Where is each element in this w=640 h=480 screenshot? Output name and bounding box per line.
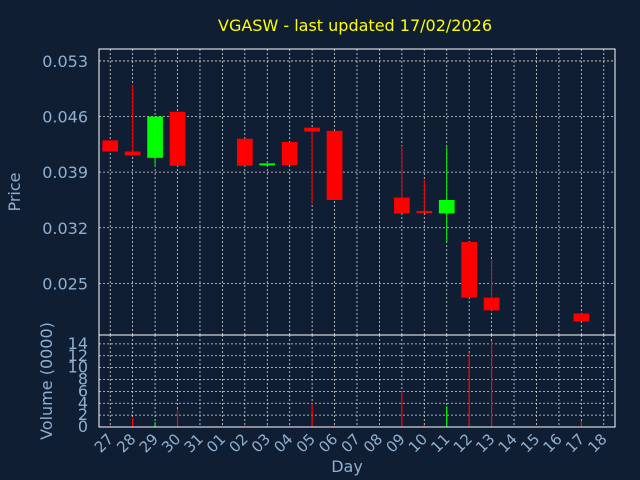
candle-body [438,199,455,214]
volume-bar [244,425,246,427]
price-panel: 0.025 0.032 0.039 0.046 0.053 [42,48,616,336]
chart-title: VGASW - last updated 17/02/2026 [218,16,492,35]
price-tick-label: 0.053 [42,52,88,71]
price-panel-frame [98,48,616,336]
price-tick-label: 0.046 [42,108,88,127]
volume-tick-label: 4 [78,393,88,412]
volume-bar [491,340,493,427]
x-axis-label: Day [331,457,363,476]
x-tick-labels: 2728293031010203040506070809101112131415… [91,430,611,456]
volume-tick-label: 8 [78,370,88,389]
volume-tick-label: 2 [78,405,88,424]
volume-bar [154,422,156,427]
volume-bar [266,425,268,427]
candle-body [236,138,253,166]
candle-body [573,313,590,322]
candle-body [259,163,276,166]
candle-body [416,211,433,214]
candle-body [461,242,478,298]
x-tick-label: 18 [584,430,610,456]
volume-panel-frame [98,334,616,428]
price-tick-label: 0.032 [42,219,88,238]
volume-bar [311,403,313,427]
price-tick-label: 0.025 [42,274,88,293]
volume-bar [132,418,134,427]
volume-bar [289,425,291,427]
volume-tick-label: 14 [68,334,88,353]
volume-tick-label: 10 [68,358,88,377]
volume-tick-label: 12 [68,346,88,365]
candle-body [124,151,141,156]
candle-body [394,197,410,214]
candle-body [281,141,298,165]
volume-tick-label: 0 [78,417,88,436]
volume-bar [580,421,582,427]
volume-bar [401,391,403,427]
volume-bar [468,352,470,427]
candle-body [169,111,186,166]
volume-axis-label: Volume (0000) [37,322,56,440]
volume-bar [109,425,111,427]
candle-body [326,130,343,200]
volume-bar [423,425,425,427]
candle-body [304,127,320,132]
volume-bar [176,409,179,427]
volume-tick-label: 6 [78,381,88,400]
volume-bar [446,406,448,427]
price-tick-label: 0.039 [42,163,88,182]
candle-body [483,297,500,311]
price-axis-label: Price [5,172,24,211]
candle-body [102,140,119,152]
candle-body [147,116,163,158]
volume-bar [333,425,336,427]
